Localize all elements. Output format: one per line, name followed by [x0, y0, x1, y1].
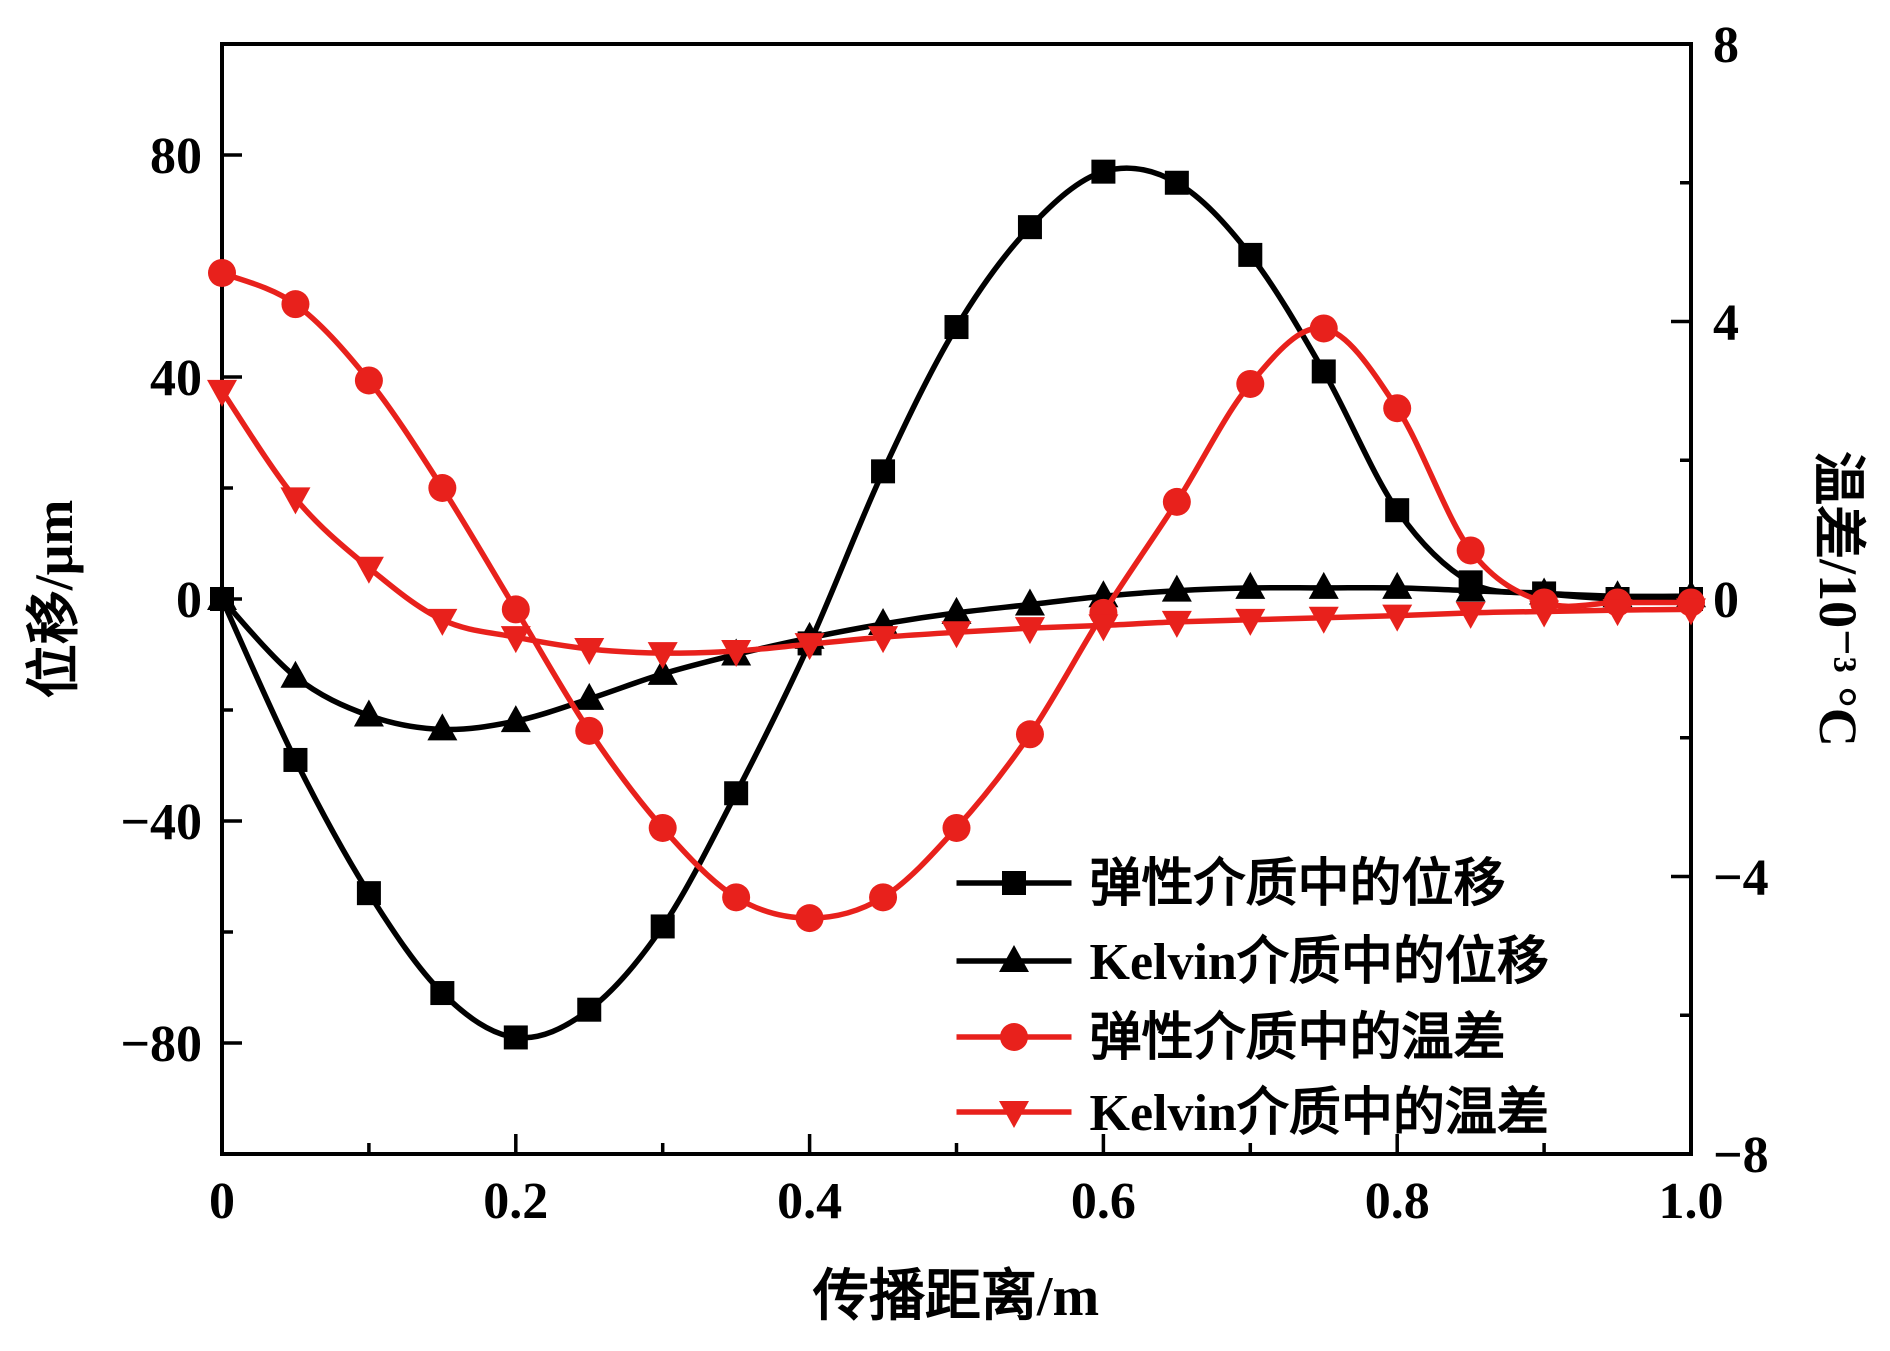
series-0-marker — [503, 1025, 528, 1050]
series-3-marker — [868, 626, 899, 654]
series-0-marker — [871, 459, 896, 484]
series-2-marker — [1236, 369, 1265, 398]
series-2-marker — [722, 883, 751, 912]
series-1-marker — [574, 682, 605, 710]
series-0-marker — [1385, 498, 1410, 523]
series-0-marker — [650, 914, 675, 939]
series-1-marker — [941, 596, 972, 624]
series-0-marker — [724, 781, 749, 806]
series-0-marker — [1311, 359, 1336, 384]
series-1-marker — [500, 705, 531, 733]
series-2-marker — [354, 366, 383, 395]
left-tick-label: 40 — [150, 350, 202, 407]
series-0-marker — [944, 315, 969, 340]
series-2-marker — [428, 474, 457, 502]
series-2-marker — [648, 813, 677, 842]
right-tick-label: 8 — [1713, 17, 1739, 74]
x-tick-label: 1.0 — [1659, 1173, 1724, 1230]
series-3-marker — [1455, 601, 1486, 629]
series-3-marker — [941, 621, 972, 649]
series-0-marker — [430, 981, 455, 1006]
series-0-marker — [577, 997, 602, 1022]
series-1-marker — [1235, 571, 1266, 599]
legend-marker-0 — [1002, 871, 1026, 895]
series-0-marker — [1238, 242, 1263, 267]
x-tick-label: 0.2 — [483, 1173, 548, 1230]
x-axis-label: 传播距离/m — [812, 1266, 1099, 1328]
series-3-marker — [574, 637, 605, 665]
series-2-marker — [795, 904, 824, 933]
series-2-marker — [869, 883, 898, 912]
series-0-marker — [1091, 159, 1116, 184]
series-1-marker — [1161, 574, 1192, 602]
series-3-marker — [1235, 608, 1266, 636]
plot-layer: 0 0.2 0.4 0.6 0.8 1.0−80−4004080−8−4048弹性介质中的… — [120, 17, 1768, 1230]
series-3-marker — [721, 640, 752, 668]
left-y-axis-label: 位移/μm — [24, 500, 84, 699]
series-2-marker — [1162, 487, 1191, 516]
series-3-marker — [1676, 598, 1706, 626]
right-tick-label: 4 — [1713, 295, 1739, 352]
left-tick-label: −40 — [120, 794, 202, 851]
series-3-marker — [207, 379, 237, 407]
legend-label-2: 弹性介质中的温差 — [1090, 1009, 1506, 1067]
series-3-marker — [353, 556, 384, 584]
series-0-marker — [283, 747, 308, 772]
series-2-marker — [942, 813, 971, 842]
legend-marker-3 — [999, 1101, 1029, 1128]
x-tick-label: 0.6 — [1071, 1173, 1136, 1230]
series-3-marker — [1161, 610, 1192, 638]
series-2-marker — [208, 258, 236, 287]
series-3-marker — [280, 487, 311, 515]
series-2-marker — [1015, 720, 1044, 749]
series-1-marker — [647, 657, 678, 685]
series-3-marker — [1602, 599, 1633, 627]
x-tick-label: 0 — [209, 1173, 235, 1230]
series-2-marker — [575, 716, 604, 745]
series-1-marker — [1382, 571, 1413, 599]
right-y-axis-label: 温差/10⁻³ °C — [1808, 451, 1868, 747]
series-2-marker — [1383, 394, 1412, 423]
series-3-marker — [1014, 617, 1045, 645]
series-3-marker — [1529, 600, 1560, 628]
series-0-marker — [1164, 170, 1189, 195]
series-1-marker — [207, 583, 237, 610]
series-1-marker — [1455, 574, 1486, 602]
right-tick-label: −4 — [1713, 850, 1769, 907]
series-1-marker — [353, 699, 384, 727]
series-1-marker — [280, 660, 311, 688]
series-2-marker — [1456, 536, 1485, 565]
series-3-marker — [794, 633, 825, 661]
right-tick-label: 0 — [1713, 572, 1739, 629]
legend-label-0: 弹性介质中的位移 — [1090, 855, 1506, 913]
left-tick-label: −80 — [120, 1016, 202, 1073]
series-0-marker — [1017, 215, 1042, 240]
right-tick-label: −8 — [1713, 1127, 1769, 1184]
series-3-marker — [1308, 606, 1339, 634]
legend-label-1: Kelvin介质中的位移 — [1090, 933, 1549, 991]
x-tick-label: 0.8 — [1365, 1173, 1430, 1230]
series-1-marker — [427, 713, 458, 741]
series-0-marker — [356, 881, 381, 906]
left-tick-label: 0 — [176, 572, 202, 629]
series-2-marker — [501, 595, 530, 624]
series-2-marker — [281, 290, 310, 319]
left-tick-label: 80 — [150, 128, 202, 185]
series-3-marker — [427, 608, 458, 636]
series-2-marker — [1309, 314, 1338, 343]
legend-marker-1 — [999, 945, 1029, 972]
series-3-marker — [647, 642, 678, 670]
series-3-marker — [500, 626, 531, 654]
legend-label-3: Kelvin介质中的温差 — [1090, 1084, 1549, 1142]
series-1-marker — [1308, 571, 1339, 599]
series-3-marker — [1382, 604, 1413, 632]
series-1-marker — [1014, 588, 1045, 616]
x-tick-label: 0.4 — [777, 1173, 842, 1230]
legend-marker-2 — [1000, 1023, 1028, 1051]
series-3-marker — [1088, 614, 1119, 642]
